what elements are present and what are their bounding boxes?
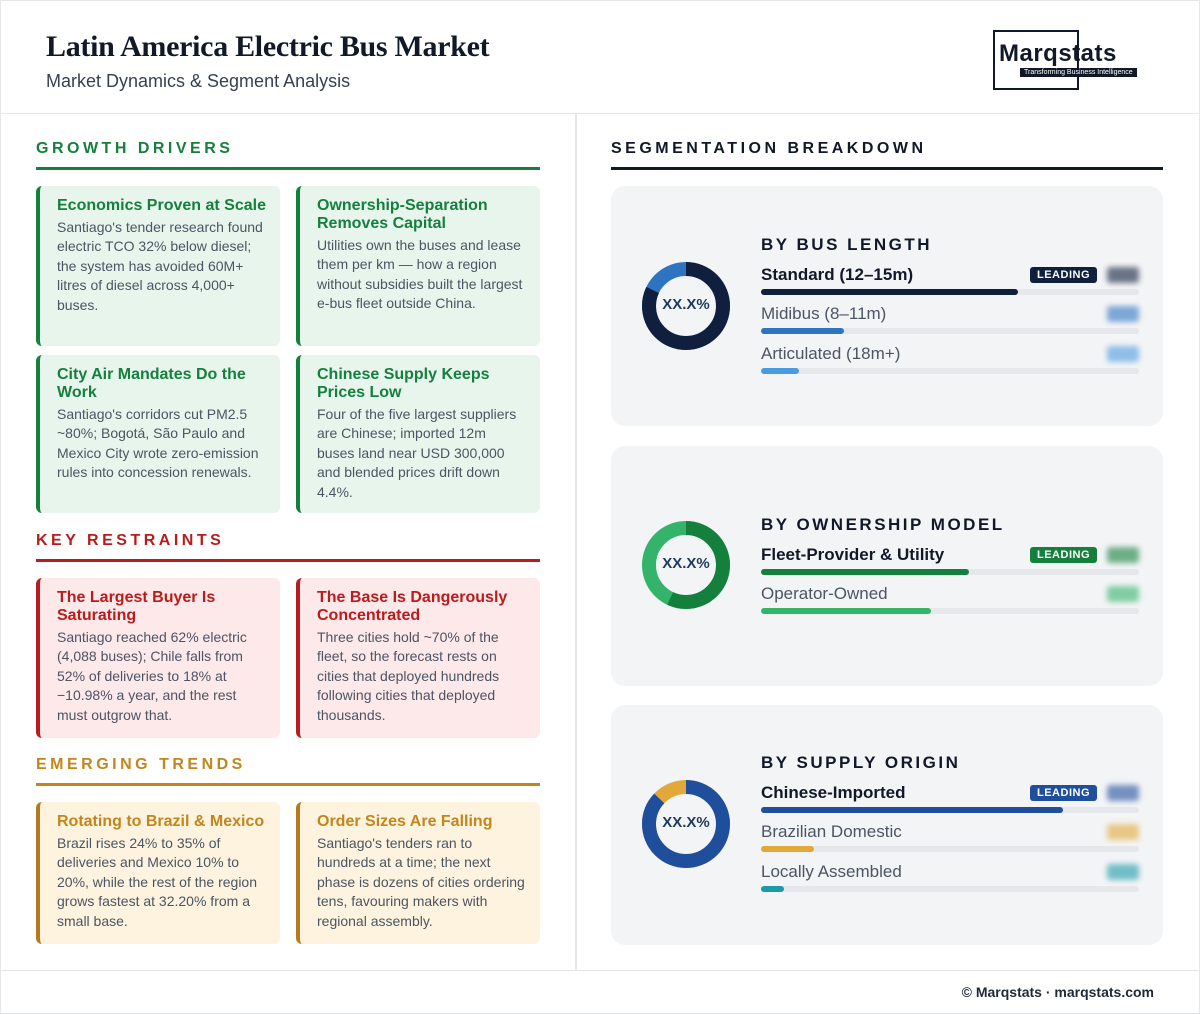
card-body: Santiago reached 62% electric (4,088 bus… (57, 629, 247, 723)
page-title: Latin America Electric Bus Market (46, 30, 490, 63)
growth-driver-card: Economics Proven at Scale Santiago's ten… (36, 186, 280, 346)
bar-track (761, 846, 1139, 852)
hidden-value (1107, 306, 1139, 322)
growth-drivers-heading: GROWTH DRIVERS (36, 140, 234, 157)
donut-chart (642, 780, 730, 868)
segmentation-heading: SEGMENTATION BREAKDOWN (611, 140, 927, 157)
donut-main-arc (642, 521, 730, 609)
segment-panel-ownership-model: BY OWNERSHIP MODEL XX.X% Fleet-Provider … (611, 446, 1163, 686)
card-title: Rotating to Brazil & Mexico (57, 813, 265, 830)
key-restraints-heading: KEY RESTRAINTS (36, 532, 225, 549)
segment-row: Locally Assembled (761, 862, 1139, 892)
hidden-value (1107, 346, 1139, 362)
bar-fill (761, 328, 845, 334)
bar-fill (761, 886, 784, 892)
donut-label: XX.X% (662, 814, 710, 831)
segment-panel-supply-origin: BY SUPPLY ORIGIN XX.X% Chinese-Imported … (611, 705, 1163, 945)
donut-main-arc (642, 262, 730, 350)
card-body: Four of the five largest suppliers are C… (317, 406, 517, 500)
trend-card: Rotating to Brazil & Mexico Brazil rises… (36, 802, 280, 944)
growth-driver-card: Chinese Supply Keeps Prices Low Four of … (296, 355, 540, 513)
page-header: Latin America Electric Bus Market Market… (0, 0, 1200, 114)
segment-label: Midibus (8–11m) (761, 304, 887, 323)
logo: Marqstats (999, 40, 1117, 67)
emerging-trends-heading: EMERGING TRENDS (36, 756, 246, 773)
segment-row: Fleet-Provider & Utility LEADING (761, 545, 1139, 575)
donut-chart (642, 521, 730, 609)
bar-track (761, 368, 1139, 374)
restraint-card: The Base Is Dangerously Concentrated Thr… (296, 578, 540, 738)
card-title: Ownership-Separation Removes Capital (317, 197, 488, 232)
card-title: Chinese Supply Keeps Prices Low (317, 366, 490, 401)
growth-drivers-rule (36, 167, 540, 170)
bar-track (761, 807, 1139, 813)
panel-title: BY BUS LENGTH (761, 235, 933, 254)
growth-driver-card: City Air Mandates Do the Work Santiago's… (36, 355, 280, 513)
growth-driver-card: Ownership-Separation Removes Capital Uti… (296, 186, 540, 346)
segment-row: Chinese-Imported LEADING (761, 783, 1139, 813)
card-body: Utilities own the buses and lease them p… (317, 237, 523, 312)
bar-track (761, 608, 1139, 614)
column-divider (575, 114, 577, 970)
donut-label: XX.X% (662, 296, 710, 313)
restraint-card: The Largest Buyer Is Saturating Santiago… (36, 578, 280, 738)
bar-fill (761, 569, 969, 575)
footer-credit: © Marqstats · marqstats.com (961, 984, 1154, 1000)
bar-fill (761, 289, 1019, 295)
bar-track (761, 328, 1139, 334)
card-body: Santiago's tenders ran to hundreds at a … (317, 835, 525, 929)
card-title: The Base Is Dangerously Concentrated (317, 589, 508, 624)
card-title: Order Sizes Are Falling (317, 813, 493, 830)
segment-row: Brazilian Domestic (761, 822, 1139, 852)
logo-frame (993, 30, 1079, 90)
segment-label: Standard (12–15m) (761, 265, 914, 284)
segment-row: Operator-Owned (761, 584, 1139, 614)
card-title: The Largest Buyer Is Saturating (57, 589, 216, 624)
bar-track (761, 886, 1139, 892)
segmentation-rule (611, 167, 1163, 170)
hidden-value (1107, 586, 1139, 602)
panel-title: BY SUPPLY ORIGIN (761, 753, 961, 772)
bar-track (761, 569, 1139, 575)
segment-label: Fleet-Provider & Utility (761, 545, 945, 564)
page-subtitle: Market Dynamics & Segment Analysis (46, 71, 351, 91)
key-restraints-rule (36, 559, 540, 562)
emerging-trends-rule (36, 783, 540, 786)
card-title: Economics Proven at Scale (57, 197, 266, 214)
trend-card: Order Sizes Are Falling Santiago's tende… (296, 802, 540, 944)
donut-label: XX.X% (662, 555, 710, 572)
hidden-value (1107, 864, 1139, 880)
bar-track (761, 289, 1139, 295)
card-body: Brazil rises 24% to 35% of deliveries an… (57, 835, 258, 929)
segment-panel-bus-length: BY BUS LENGTH XX.X% Standard (12–15m) LE… (611, 186, 1163, 426)
hidden-value (1107, 267, 1139, 283)
bar-fill (761, 368, 799, 374)
segment-label: Operator-Owned (761, 584, 888, 603)
panel-title: BY OWNERSHIP MODEL (761, 515, 1005, 534)
segment-row: Standard (12–15m) LEADING (761, 265, 1139, 295)
footer-rule (0, 970, 1200, 971)
bar-fill (761, 807, 1064, 813)
leading-badge: LEADING (1030, 267, 1097, 283)
segment-label: Chinese-Imported (761, 783, 906, 802)
hidden-value (1107, 824, 1139, 840)
segment-label: Articulated (18m+) (761, 344, 901, 363)
logo-tagline: Transforming Business Intelligence (1020, 68, 1137, 77)
hidden-value (1107, 547, 1139, 563)
hidden-value (1107, 785, 1139, 801)
card-body: Three cities hold ~70% of the fleet, so … (317, 629, 500, 723)
segment-row: Articulated (18m+) (761, 344, 1139, 374)
bar-fill (761, 846, 814, 852)
card-body: Santiago's tender research found electri… (57, 219, 263, 313)
donut-main-arc (642, 780, 730, 868)
donut-chart (642, 262, 730, 350)
segment-row: Midibus (8–11m) (761, 304, 1139, 334)
segment-label: Brazilian Domestic (761, 822, 902, 841)
bar-fill (761, 608, 932, 614)
card-body: Santiago's corridors cut PM2.5 ~80%; Bog… (57, 406, 259, 481)
card-title: City Air Mandates Do the Work (57, 366, 246, 401)
segment-label: Locally Assembled (761, 862, 902, 881)
leading-badge: LEADING (1030, 547, 1097, 563)
leading-badge: LEADING (1030, 785, 1097, 801)
